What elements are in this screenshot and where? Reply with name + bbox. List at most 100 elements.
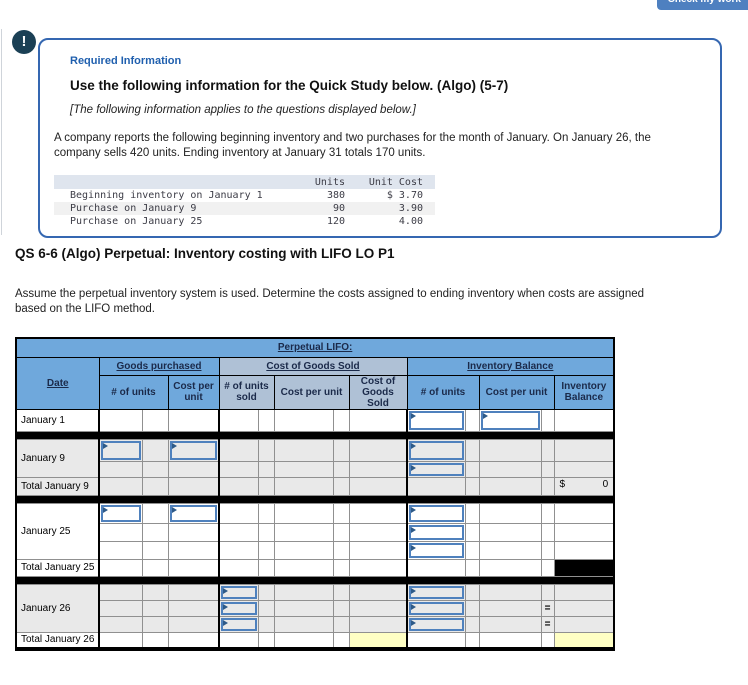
cell [257,583,275,601]
inv-units-column-header: # of units [406,374,480,410]
cell [464,540,480,560]
equals-sign: = [540,615,555,633]
currency-symbol: $ [559,478,566,490]
cell [218,540,259,560]
input-inv-units-jan9-1[interactable] [409,440,464,460]
cell [218,583,259,601]
cell [218,599,259,617]
cell [141,540,169,560]
cell [332,540,350,560]
row-label: Beginning inventory on January 1 [70,190,263,201]
cell [348,408,408,432]
cell [406,438,466,462]
cell [553,502,615,524]
input-inv-units-jan26-3[interactable] [409,617,464,631]
cell [257,558,275,577]
input-inv-units-jan26-1[interactable] [409,585,464,599]
cell [464,615,480,633]
separator-bar [16,495,615,503]
cell [406,476,466,496]
input-sold-units-jan26-1[interactable] [221,585,257,599]
cell [464,502,480,524]
cell [167,460,220,478]
input-gp-cost-jan9[interactable] [169,440,217,460]
table-row: Purchase on January 9 90 3.90 [54,202,435,215]
required-information-heading: Use the following information for the Qu… [70,78,509,93]
cell [218,438,259,462]
cell [141,558,169,577]
cell [553,558,615,577]
question-heading: QS 6-6 (Algo) Perpetual: Inventory costi… [15,246,395,261]
unit-cost-value: 3.90 [355,202,435,215]
input-inv-units-jan9-2[interactable] [409,462,464,476]
cell [141,460,169,478]
cell [348,615,408,633]
cell [218,502,259,524]
cell [406,631,466,650]
cell [406,599,466,617]
cell [141,615,169,633]
cell [257,599,275,617]
input-inv-units-jan1[interactable] [409,410,464,430]
cell [218,615,259,633]
cell [141,408,169,432]
cell [553,438,615,462]
cell [273,502,334,524]
input-sold-units-jan26-2[interactable] [221,601,257,615]
cell [478,438,542,462]
cell [348,599,408,617]
input-inv-units-jan25-1[interactable] [409,504,464,522]
cell [406,615,466,633]
cell [257,615,275,633]
cell [54,175,285,189]
input-inv-units-jan26-2[interactable] [409,601,464,615]
input-gp-units-jan25[interactable] [101,504,141,522]
cell [540,476,555,496]
cell [553,583,615,601]
table-row: # of units Cost per unit # of units sold… [16,374,615,410]
cell [332,631,350,650]
table-row: Date Goods purchased Cost of Goods Sold … [15,356,615,410]
required-information-panel: Required Information Use the following i… [38,38,722,238]
input-inv-units-jan25-2[interactable] [409,524,464,540]
cell [348,522,408,542]
cell [540,438,555,462]
cell [273,558,334,577]
cell [98,599,143,617]
table-row-january-25b [16,522,615,542]
check-my-work-button[interactable]: Check my work [656,0,748,10]
separator-bar [16,431,615,439]
units-value: 90 [285,202,355,215]
cell [257,476,275,496]
cell [98,615,143,633]
cell [464,460,480,478]
input-gp-units-jan9[interactable] [101,440,141,460]
cell [167,558,220,577]
cell [332,460,350,478]
cell [348,438,408,462]
input-gp-cost-jan25[interactable] [169,504,217,522]
cell [540,540,555,560]
table-row-january-1: January 1 [15,408,615,432]
cell [167,522,220,542]
input-inv-cost-jan1[interactable] [480,410,540,430]
cell [167,631,220,650]
cell [540,558,555,577]
cell [553,522,615,542]
cell [98,502,143,524]
cogs-total-column-header: Cost of Goods Sold [348,374,408,410]
input-inv-units-jan25-3[interactable] [409,542,464,558]
cell [98,558,143,577]
scenario-paragraph: A company reports the following beginnin… [54,132,651,159]
worksheet-title: Perpetual LIFO: [15,337,615,358]
row-label: Purchase on January 9 [54,202,285,215]
cell [464,583,480,601]
separator-row [16,576,615,584]
inventory-data-table: Units Unit Cost Beginning inventory on J… [54,175,435,228]
table-row-january-9: January 9 [15,438,615,478]
cell [464,408,480,432]
cell [273,476,334,496]
input-sold-units-jan26-3[interactable] [221,617,257,631]
table-row-january-25c [16,540,615,560]
